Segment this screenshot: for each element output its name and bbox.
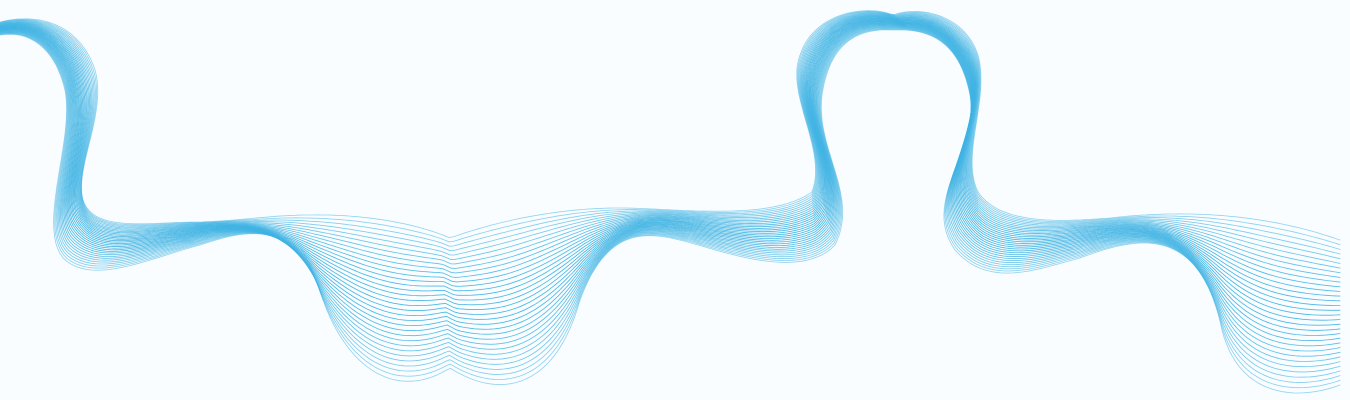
wave-line xyxy=(0,12,1341,260)
wave-line xyxy=(0,17,1341,292)
wave-line xyxy=(0,27,1341,378)
wave-line xyxy=(0,13,1341,264)
wave-line xyxy=(0,28,1341,383)
wave-line xyxy=(0,20,1341,316)
wave-line xyxy=(0,15,1341,278)
wave-line xyxy=(0,28,1341,389)
wave-line xyxy=(0,18,1341,302)
wave-line xyxy=(0,20,1341,321)
wave-line xyxy=(0,23,1341,347)
wave-line xyxy=(0,26,1341,373)
wave-line xyxy=(0,18,1341,306)
wave-line xyxy=(0,15,1341,283)
wave-line xyxy=(0,25,1341,362)
wave-line xyxy=(0,24,1341,352)
wave-line xyxy=(0,19,1341,311)
wave-line xyxy=(0,11,1341,250)
wave-line xyxy=(0,21,1341,331)
wave-line xyxy=(0,26,1341,368)
wave-line xyxy=(0,16,1341,288)
wave-line xyxy=(0,23,1341,342)
wave-line xyxy=(0,10,1341,246)
wave-line xyxy=(0,22,1341,336)
wave-line xyxy=(0,29,1341,394)
wave-line xyxy=(0,14,1341,274)
wave-line xyxy=(0,17,1341,297)
wave-line xyxy=(0,21,1341,326)
wave-line xyxy=(0,12,1341,255)
wave-line xyxy=(0,13,1341,269)
wave-line xyxy=(0,10,1341,241)
wave-line xyxy=(0,25,1341,357)
wave-lines-group xyxy=(0,10,1341,394)
